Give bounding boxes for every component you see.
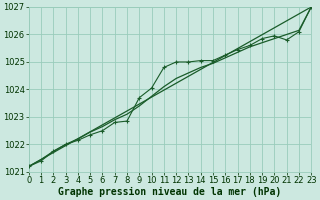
X-axis label: Graphe pression niveau de la mer (hPa): Graphe pression niveau de la mer (hPa)	[58, 186, 282, 197]
